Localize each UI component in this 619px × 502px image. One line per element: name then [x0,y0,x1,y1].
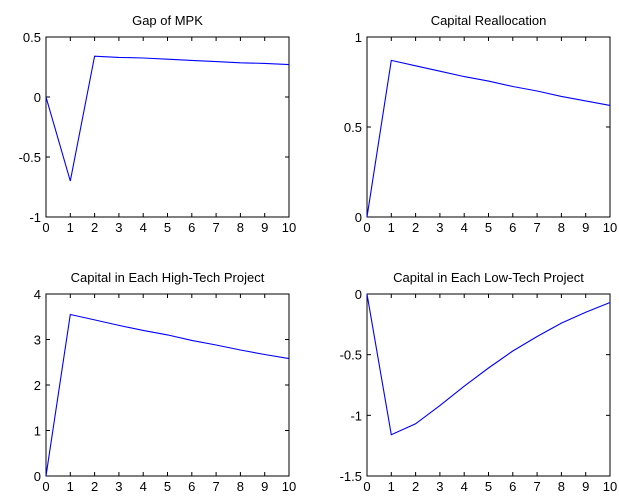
y-tick-label: 0.5 [23,30,41,45]
x-tick-label: 9 [261,220,268,235]
x-tick-label: 1 [388,220,395,235]
x-tick-label: 8 [558,479,565,494]
axes-frame-3 [45,293,290,477]
axes-frame-4 [366,293,611,477]
x-tick-label: 9 [261,479,268,494]
y-tick-label: 2 [34,378,41,393]
y-tick-label: 0 [34,469,41,484]
x-tick-label: 10 [282,220,296,235]
x-tick-label: 9 [582,220,589,235]
y-tick-label: 4 [34,287,41,302]
y-tick-label: 0 [34,90,41,105]
y-tick-label: 1 [355,30,362,45]
y-tick-label: 3 [34,333,41,348]
y-tick-label: 0 [355,287,362,302]
x-tick-label: 6 [188,479,195,494]
x-tick-label: 7 [212,479,219,494]
x-tick-label: 8 [237,220,244,235]
x-tick-label: 4 [461,479,468,494]
x-tick-label: 3 [436,479,443,494]
y-tick-label: -1 [29,210,41,225]
x-tick-label: 0 [42,220,49,235]
x-tick-label: 8 [558,220,565,235]
x-tick-label: 4 [461,220,468,235]
y-tick-label: -1.5 [340,469,362,484]
series-line-3 [45,313,290,477]
axes-frame-2 [366,36,611,218]
x-tick-label: 0 [363,479,370,494]
y-tick-label: 1 [34,424,41,439]
x-tick-label: 5 [485,220,492,235]
chart-title-4: Capital in Each Low-Tech Project [393,270,584,285]
x-tick-label: 9 [582,479,589,494]
x-tick-label: 4 [140,220,147,235]
axes-frame-1 [45,36,290,218]
y-tick-label: -0.5 [19,150,41,165]
x-tick-label: 1 [67,479,74,494]
y-tick-label: -0.5 [340,348,362,363]
x-tick-label: 5 [164,220,171,235]
x-tick-label: 2 [91,479,98,494]
x-tick-label: 4 [140,479,147,494]
x-tick-label: 1 [67,220,74,235]
x-tick-label: 10 [603,220,617,235]
series-line-4 [366,293,611,436]
x-tick-label: 2 [91,220,98,235]
series-line-2 [366,59,611,218]
x-tick-label: 8 [237,479,244,494]
x-tick-label: 7 [212,220,219,235]
x-tick-label: 0 [42,479,49,494]
x-tick-label: 1 [388,479,395,494]
x-tick-label: 2 [412,220,419,235]
series-line-1 [45,55,290,182]
chart-title-2: Capital Reallocation [431,13,547,28]
x-tick-label: 3 [115,479,122,494]
chart-title-1: Gap of MPK [132,13,203,28]
x-tick-label: 5 [164,479,171,494]
x-tick-label: 10 [282,479,296,494]
x-tick-label: 2 [412,479,419,494]
x-tick-label: 7 [533,479,540,494]
x-tick-label: 5 [485,479,492,494]
x-tick-label: 7 [533,220,540,235]
x-tick-label: 0 [363,220,370,235]
x-tick-label: 10 [603,479,617,494]
chart-title-3: Capital in Each High-Tech Project [71,270,265,285]
x-tick-label: 3 [436,220,443,235]
y-tick-label: 0.5 [344,120,362,135]
y-tick-label: -1 [350,408,362,423]
x-tick-label: 6 [188,220,195,235]
x-tick-label: 6 [509,220,516,235]
x-tick-label: 3 [115,220,122,235]
x-tick-label: 6 [509,479,516,494]
y-tick-label: 0 [355,210,362,225]
